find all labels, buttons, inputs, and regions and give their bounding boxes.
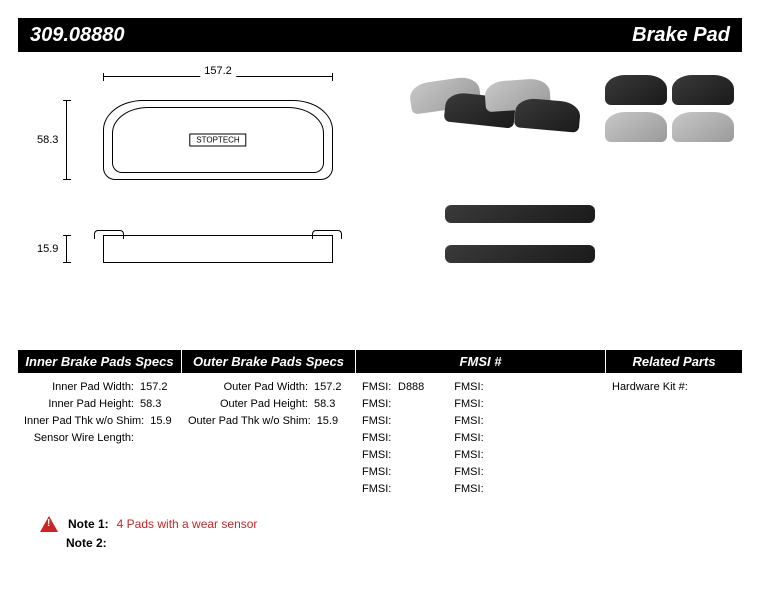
dimension-thickness: 15.9: [66, 235, 67, 263]
fmsi-line: FMSI:: [362, 413, 424, 430]
note-row: Note 2:: [66, 536, 742, 550]
inner-specs-column: Inner Brake Pads Specs Inner Pad Width:1…: [18, 350, 182, 502]
spec-row: Outer Pad Width:157.2: [188, 379, 350, 396]
outer-specs-heading: Outer Brake Pads Specs: [182, 350, 356, 373]
fmsi-line: FMSI:: [454, 447, 490, 464]
dimension-height: 58.3: [66, 100, 67, 180]
pad-brand-label: STOPTECH: [189, 134, 246, 147]
product-type: Brake Pad: [632, 24, 730, 47]
pad-photo: [672, 75, 734, 105]
related-parts-column: Related Parts Hardware Kit #:: [606, 350, 742, 502]
spec-row: Outer Pad Thk w/o Shim:15.9: [188, 413, 350, 430]
spec-row: Sensor Wire Length:: [24, 430, 176, 447]
pad-photo-side: [445, 205, 595, 223]
specs-region: Inner Brake Pads Specs Inner Pad Width:1…: [18, 350, 742, 502]
pad-side-view: [103, 235, 333, 263]
pad-photo: [672, 112, 734, 142]
fmsi-line: FMSI:: [454, 413, 490, 430]
inner-specs-heading: Inner Brake Pads Specs: [18, 350, 182, 373]
notes-region: Note 1: 4 Pads with a wear sensor Note 2…: [40, 516, 742, 550]
inner-specs-body: Inner Pad Width:157.2 Inner Pad Height:5…: [18, 373, 182, 451]
fmsi-column: FMSI # FMSI:D888 FMSI: FMSI: FMSI: FMSI:…: [356, 350, 606, 502]
pad-photo: [605, 75, 667, 105]
technical-drawing: 157.2 58.3 STOPTECH 15.9: [18, 60, 380, 350]
fmsi-line: FMSI:: [454, 464, 490, 481]
fmsi-heading: FMSI #: [356, 350, 606, 373]
warning-icon: [40, 516, 58, 532]
spec-row: Inner Pad Thk w/o Shim:15.9: [24, 413, 176, 430]
fmsi-line: FMSI:: [362, 481, 424, 498]
related-parts-heading: Related Parts: [606, 350, 742, 373]
dimension-width-label: 157.2: [200, 65, 236, 77]
fmsi-left: FMSI:D888 FMSI: FMSI: FMSI: FMSI: FMSI: …: [362, 379, 424, 498]
outer-specs-body: Outer Pad Width:157.2 Outer Pad Height:5…: [182, 373, 356, 434]
pad-photo-side: [445, 245, 595, 263]
diagram-region: 157.2 58.3 STOPTECH 15.9: [18, 60, 742, 350]
fmsi-line: FMSI:: [362, 464, 424, 481]
pad-photo: [605, 112, 667, 142]
spec-row: Inner Pad Height:58.3: [24, 396, 176, 413]
note2-label: Note 2:: [66, 536, 107, 550]
fmsi-line: FMSI:: [454, 481, 490, 498]
dimension-height-label: 58.3: [37, 134, 58, 146]
dimension-thickness-label: 15.9: [37, 243, 58, 255]
fmsi-line: FMSI:: [454, 379, 490, 396]
fmsi-line: FMSI:: [362, 396, 424, 413]
fmsi-line: FMSI:: [454, 396, 490, 413]
spec-row: Hardware Kit #:: [612, 379, 736, 396]
outer-specs-column: Outer Brake Pads Specs Outer Pad Width:1…: [182, 350, 356, 502]
pad-photo: [514, 97, 581, 133]
fmsi-right: FMSI: FMSI: FMSI: FMSI: FMSI: FMSI: FMSI…: [454, 379, 490, 498]
fmsi-line: FMSI:: [362, 430, 424, 447]
fmsi-body: FMSI:D888 FMSI: FMSI: FMSI: FMSI: FMSI: …: [356, 373, 606, 502]
part-number: 309.08880: [30, 24, 125, 47]
note1-label: Note 1:: [68, 517, 109, 531]
related-parts-body: Hardware Kit #:: [606, 373, 742, 400]
note-row: Note 1: 4 Pads with a wear sensor: [40, 516, 742, 532]
note1-text: 4 Pads with a wear sensor: [117, 517, 258, 531]
dimension-width: 157.2: [103, 76, 333, 77]
spec-row: Inner Pad Width:157.2: [24, 379, 176, 396]
header-bar: 309.08880 Brake Pad: [18, 18, 742, 52]
fmsi-line: FMSI:: [454, 430, 490, 447]
spec-row: Outer Pad Height:58.3: [188, 396, 350, 413]
product-photos: [380, 60, 742, 350]
fmsi-line: FMSI:D888: [362, 379, 424, 396]
pad-front-view: STOPTECH: [103, 100, 333, 180]
fmsi-line: FMSI:: [362, 447, 424, 464]
